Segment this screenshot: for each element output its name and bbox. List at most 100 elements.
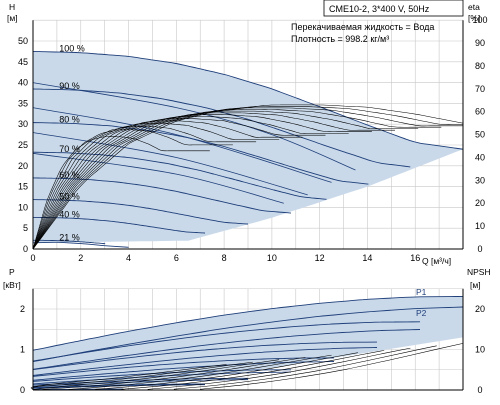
head-axes xyxy=(32,20,464,250)
head-curve-extra xyxy=(32,107,332,183)
head-tick-label: 45 xyxy=(18,57,28,67)
head-curve xyxy=(33,239,106,245)
efficiency-curve xyxy=(32,136,210,250)
eta-axis-unit: [%] xyxy=(468,13,480,23)
flow-tick-label: 10 xyxy=(267,253,277,263)
speed-label: 100 % xyxy=(59,44,85,54)
eta-tick-label: 50 xyxy=(475,130,485,140)
power-axes xyxy=(32,288,464,391)
efficiency-curve xyxy=(32,110,419,250)
flow-axis-title: Q [м³/ч] xyxy=(422,256,451,266)
power-axis-unit: [кВт] xyxy=(3,280,21,290)
eta-tick-label: 90 xyxy=(475,38,485,48)
efficiency-curve xyxy=(32,125,257,250)
speed-label: 80 % xyxy=(59,115,80,125)
speed-label: 40 % xyxy=(59,210,80,220)
power-p2-curve xyxy=(32,379,249,387)
npsh-curve xyxy=(68,354,332,390)
eta-tick-label: 0 xyxy=(477,244,482,254)
npsh-tick-label: 10 xyxy=(475,345,485,355)
efficiency-curve xyxy=(32,106,463,250)
power-p2-curve xyxy=(32,371,292,385)
npsh-curve xyxy=(95,352,358,390)
speed-label: 90 % xyxy=(59,81,80,91)
model-box xyxy=(323,0,464,17)
p1-label: P1 xyxy=(416,287,427,297)
power-p2-curve xyxy=(32,347,378,376)
npsh-curve xyxy=(147,347,411,390)
power-curves xyxy=(32,295,464,391)
npsh-curve xyxy=(32,361,253,390)
eta-tick-label: 40 xyxy=(475,152,485,162)
efficiency-curve xyxy=(32,104,464,250)
eta-tick-label: 100 xyxy=(472,15,487,25)
model-label: CME10-2, 3*400 V, 50Hz xyxy=(329,4,430,14)
power-p2-curve xyxy=(32,361,335,381)
power-tick-label: 0 xyxy=(20,385,25,395)
head-curve xyxy=(32,151,327,200)
eta-axis-title: eta xyxy=(468,2,480,12)
speed-label: 70 % xyxy=(59,144,80,154)
head-axis-unit: [м] xyxy=(7,13,18,23)
npsh-curve xyxy=(32,359,280,390)
power-p2-curve xyxy=(32,384,205,389)
head-curve xyxy=(32,122,369,185)
head-curve xyxy=(32,88,411,168)
head-axis-title: H xyxy=(9,2,15,12)
power-p1-curve xyxy=(32,295,464,351)
head-tick-label: 30 xyxy=(18,119,28,129)
power-tick-label: 2 xyxy=(20,304,25,314)
efficiency-curve xyxy=(32,109,442,250)
power-p1-curve xyxy=(32,369,291,382)
eta-tick-label: 30 xyxy=(475,175,485,185)
head-tick-label: 15 xyxy=(18,182,28,192)
npsh-curves xyxy=(30,343,464,390)
head-curve-min xyxy=(32,241,129,248)
eta-tick-label: 10 xyxy=(475,221,485,231)
eta-tick-label: 20 xyxy=(475,198,485,208)
efficiency-curve xyxy=(32,107,463,250)
head-curves xyxy=(32,50,464,248)
flow-tick-label: 2 xyxy=(78,253,83,263)
head-tick-label: 10 xyxy=(18,202,28,212)
power-axis-title: P xyxy=(9,267,15,277)
npsh-curve xyxy=(200,343,464,390)
head-area-fill xyxy=(33,51,463,243)
power-p1-curve xyxy=(32,341,378,371)
flow-tick-label: 14 xyxy=(362,253,372,263)
head-tick-labels: 0510152025303540455001020304050607080901… xyxy=(18,15,488,263)
head-tick-label: 25 xyxy=(18,140,28,150)
liquid-label: Перекачиваемая жидкость = Вода xyxy=(291,22,434,32)
head-curve xyxy=(32,50,464,150)
head-tick-label: 0 xyxy=(23,244,28,254)
efficiency-curve xyxy=(32,112,395,250)
flow-tick-label: 8 xyxy=(222,253,227,263)
flow-tick-label: 0 xyxy=(30,253,35,263)
p2-label: P2 xyxy=(416,308,427,318)
efficiency-curves xyxy=(32,104,464,250)
npsh-axis-title: NPSH xyxy=(467,267,491,277)
power-tick-label: 1 xyxy=(20,345,25,355)
power-p2-curve xyxy=(32,329,421,370)
npsh-curve xyxy=(42,357,306,390)
flow-tick-label: 6 xyxy=(174,253,179,263)
head-tick-label: 35 xyxy=(18,98,28,108)
head-curve-extra xyxy=(32,152,284,204)
eta-tick-label: 70 xyxy=(475,84,485,94)
head-curve-extra xyxy=(32,132,308,196)
flow-tick-label: 16 xyxy=(410,253,420,263)
head-operating-area xyxy=(33,51,463,243)
npsh-tick-label: 20 xyxy=(475,304,485,314)
head-tick-label: 40 xyxy=(18,78,28,88)
flow-tick-label: 12 xyxy=(315,253,325,263)
head-tick-label: 20 xyxy=(18,161,28,171)
eta-tick-label: 80 xyxy=(475,61,485,71)
npsh-axis-unit: [м] xyxy=(470,280,481,290)
flow-tick-label: 4 xyxy=(126,253,131,263)
npsh-tick-label: 0 xyxy=(477,385,482,395)
head-tick-label: 5 xyxy=(23,223,28,233)
speed-label: 50 % xyxy=(59,192,80,202)
